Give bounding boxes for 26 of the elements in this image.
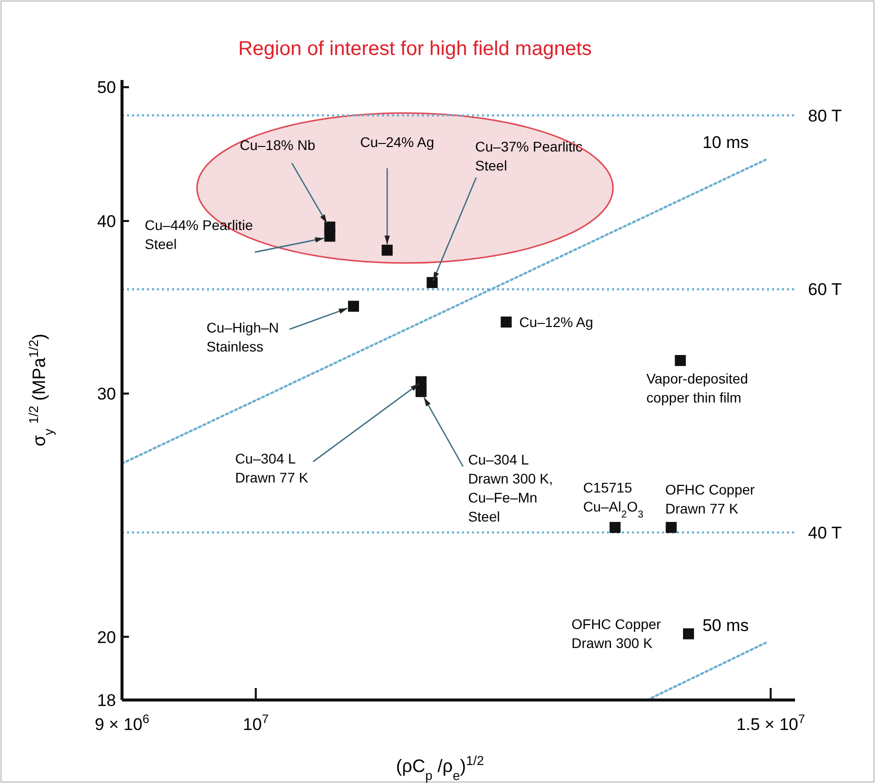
ref-line-label: 60 T (808, 280, 842, 300)
series-label: 10 ms (702, 132, 749, 152)
annotation: Cu–304 L Drawn 77 K (235, 450, 309, 486)
annotation: Cu–304 L Drawn 300 K, Cu–Fe–Mn Steel (468, 452, 553, 525)
x-tick-label: 10$^{7}$ (242, 712, 269, 734)
chart-title: Region of interest for high field magnets (238, 38, 592, 60)
annotation: Cu–37% Pearlitic Steel (475, 138, 583, 174)
annotation: Cu–18% Nb (240, 137, 316, 154)
ref-line-label: 80 T (808, 106, 842, 126)
y-tick-label: 30 (97, 384, 116, 404)
y-tick-label: 18 (97, 691, 116, 710)
ref-line-label: 40 T (808, 523, 842, 542)
annotation: Cu–12% Ag (519, 314, 594, 330)
annotation: OFHC Copper Drawn 300 K (572, 616, 662, 651)
x-tick-label: 1.5 × 10$^{7}$ (736, 712, 806, 734)
y-tick-label: 50 (97, 78, 116, 98)
annotation: C15715 Cu–Al$_{2}$O$_{3}$ (583, 479, 644, 520)
annotation: Vapor-deposited copper thin film (646, 370, 748, 406)
series-label: 50 ms (702, 616, 749, 635)
y-tick-label: 20 (97, 628, 116, 647)
annotation: Cu–High–N Stainless (206, 319, 279, 354)
annotation: OFHC Copper Drawn 77 K (665, 481, 756, 516)
annotation: Cu–24% Ag (360, 134, 434, 150)
x-tick-label: 9 × 10$^{6}$ (94, 712, 150, 734)
y-tick-label: 40 (97, 212, 116, 232)
x-axis-title: (ρC$_{p}$ /ρ$_{e}$)$^{1/2}$ (396, 752, 484, 782)
